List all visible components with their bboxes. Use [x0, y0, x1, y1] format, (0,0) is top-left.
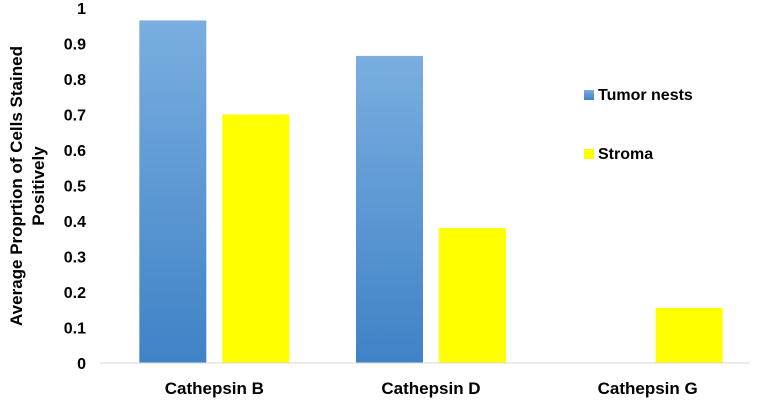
bar-tumor-nests-cathepsin-d: [356, 55, 423, 364]
y-axis-title-line-2: Positively: [29, 146, 48, 226]
y-axis-ticks: 0 0.1 0.2 0.3 0.4 0.5 0.6 0.7 0.8 0.9 1: [64, 1, 86, 373]
y-tick-label: 0.5: [64, 179, 86, 196]
bars: [139, 20, 723, 364]
y-axis-title-line-1: Average Proprtion of Cells Stained: [7, 46, 26, 326]
y-tick-label: 1: [77, 1, 86, 18]
x-category-label: Cathepsin D: [381, 379, 480, 398]
y-tick-label: 0.8: [64, 72, 86, 89]
y-tick-label: 0: [77, 356, 86, 373]
x-category-label: Cathepsin B: [165, 379, 264, 398]
legend: Tumor nests Stroma: [584, 87, 693, 163]
bar-stroma-cathepsin-g: [655, 307, 723, 363]
y-axis-title: Average Proprtion of Cells Stained Posit…: [7, 46, 48, 326]
x-category-label: Cathepsin G: [598, 379, 698, 398]
bar-stroma-cathepsin-b: [222, 114, 290, 363]
y-tick-label: 0.6: [64, 143, 86, 160]
y-tick-label: 0.4: [64, 214, 86, 231]
legend-swatch-tumor-nests: [584, 90, 594, 100]
legend-label-stroma: Stroma: [598, 146, 653, 163]
y-tick-label: 0.2: [64, 285, 86, 302]
legend-swatch-stroma: [584, 149, 594, 159]
y-tick-label: 0.1: [64, 321, 86, 338]
legend-label-tumor-nests: Tumor nests: [598, 87, 693, 104]
bar-stroma-cathepsin-d: [439, 228, 506, 363]
bar-tumor-nests-cathepsin-b: [139, 20, 207, 364]
y-tick-label: 0.7: [64, 108, 86, 125]
y-tick-label: 0.3: [64, 250, 86, 267]
x-axis-category-labels: Cathepsin B Cathepsin D Cathepsin G: [165, 379, 698, 398]
y-tick-label: 0.9: [64, 37, 86, 54]
